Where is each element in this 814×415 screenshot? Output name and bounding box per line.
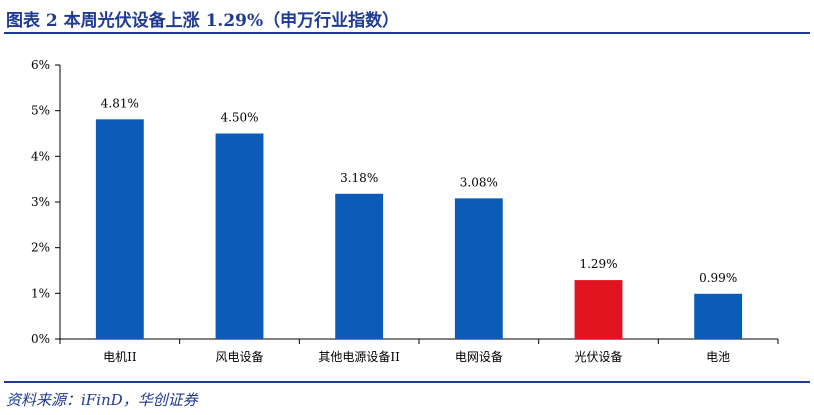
bar <box>694 293 743 339</box>
x-tick-label: 电机II <box>103 350 137 364</box>
y-tick-label: 6% <box>31 58 50 72</box>
bar <box>454 198 503 339</box>
chart-area: 0% 1% 2% 3% 4% 5% 6% 4.81% 电机II 4.50% 风电设备 3.18% 其他电… <box>0 36 814 381</box>
data-label: 0.99% <box>699 271 737 285</box>
data-label: 4.50% <box>220 111 258 125</box>
y-tick-label: 1% <box>31 286 50 300</box>
y-tick-label: 0% <box>31 332 50 346</box>
data-label: 4.81% <box>101 96 139 110</box>
x-tick-label: 风电设备 <box>215 350 263 364</box>
source-bar: 资料来源：iFinD，华创证券 <box>4 381 810 411</box>
data-label: 1.29% <box>579 257 617 271</box>
y-tick-label: 2% <box>31 241 50 255</box>
y-tick-label: 5% <box>31 104 50 118</box>
x-tick-label: 其他电源设备II <box>318 350 400 364</box>
bar <box>574 280 623 339</box>
bar-chart: 0% 1% 2% 3% 4% 5% 6% 4.81% 电机II 4.50% 风电设备 3.18% 其他电… <box>31 58 779 364</box>
data-label: 3.08% <box>460 175 498 189</box>
bar <box>335 193 384 339</box>
figure-title: 图表 2 本周光伏设备上涨 1.29%（申万行业指数） <box>6 11 400 31</box>
x-tick-label: 电网设备 <box>455 350 503 364</box>
figure-title-bar: 图表 2 本周光伏设备上涨 1.29%（申万行业指数） <box>4 4 810 34</box>
data-label: 3.18% <box>340 171 378 185</box>
y-tick-label: 4% <box>31 149 50 163</box>
bar <box>215 133 264 339</box>
bar <box>95 119 144 340</box>
x-tick-label: 光伏设备 <box>574 350 622 364</box>
x-tick-label: 电池 <box>706 350 730 364</box>
source-note: 资料来源：iFinD，华创证券 <box>6 391 198 409</box>
y-tick-label: 3% <box>31 195 50 209</box>
